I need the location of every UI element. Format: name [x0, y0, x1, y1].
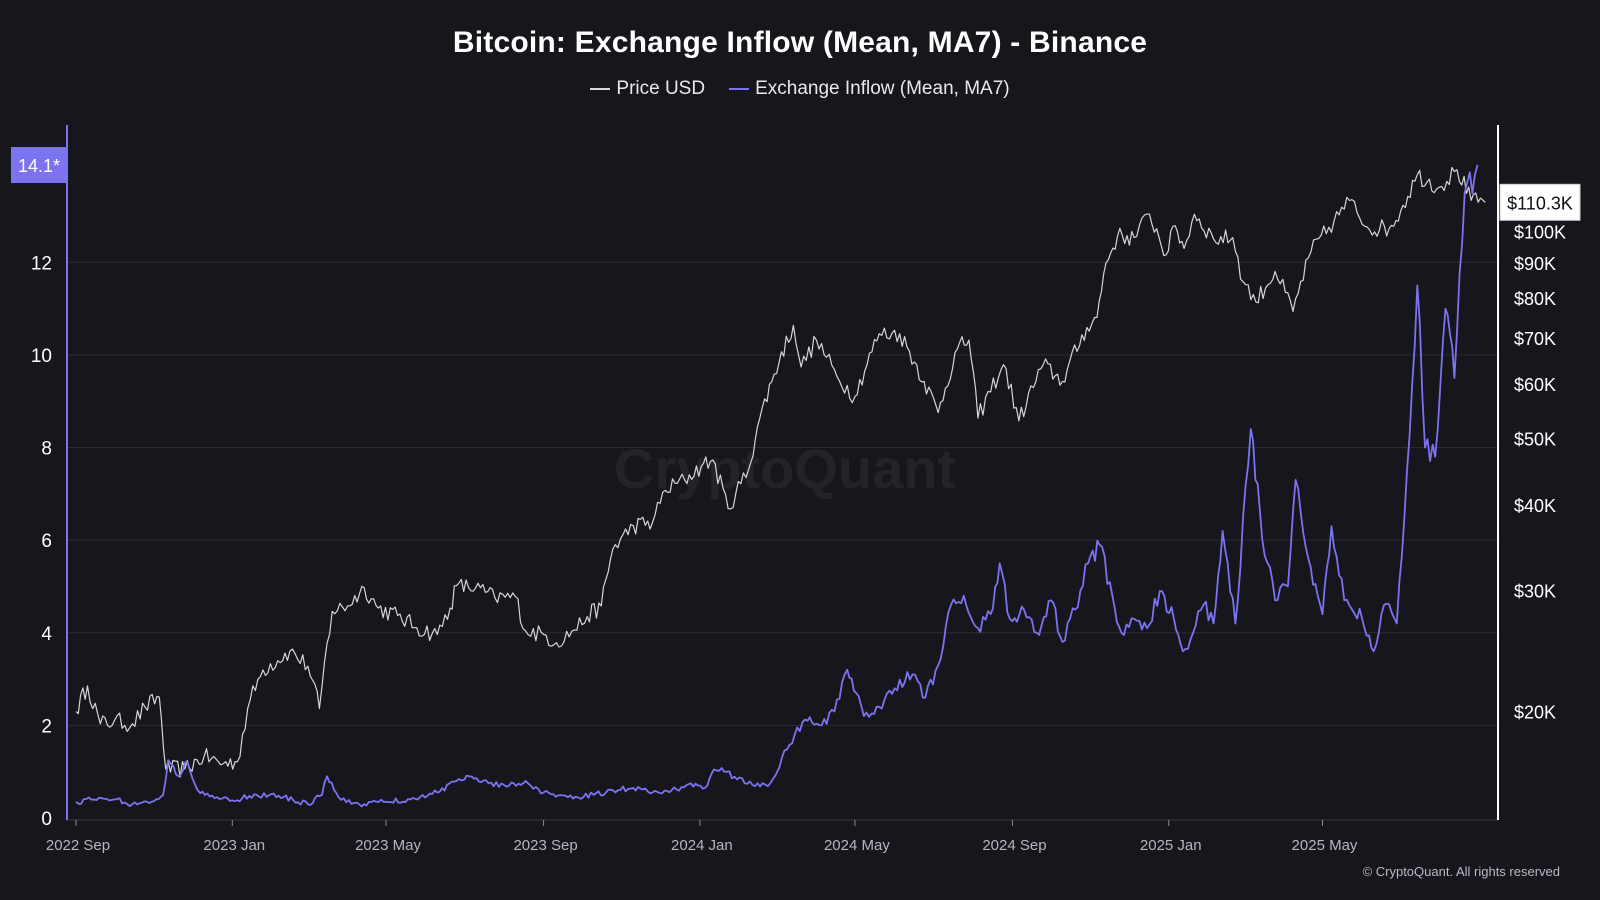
chart-title: Bitcoin: Exchange Inflow (Mean, MA7) - B…	[452, 26, 1148, 59]
y-right-tick-label: $70K	[1514, 329, 1556, 349]
y-left-current-label: 14.1*	[18, 156, 60, 176]
badge-layer: 14.1* $110.3K	[11, 147, 1581, 221]
x-tick-label: 2024 Jan	[671, 837, 733, 854]
y-left-tick-label: 8	[41, 439, 52, 460]
x-tick-label: 2022 Sep	[46, 837, 110, 854]
x-tick-label: 2025 Jan	[1140, 837, 1202, 854]
y-right-tick-label: $60K	[1514, 375, 1556, 395]
copyright-notice: © CryptoQuant. All rights reserved	[1362, 864, 1560, 879]
y-left-tick-label: 12	[31, 253, 52, 274]
series-line-inflow[interactable]	[75, 164, 1479, 808]
x-tick-label: 2024 May	[824, 837, 890, 854]
y-right-tick-label: $30K	[1514, 582, 1556, 602]
legend-item-inflow[interactable]: Exchange Inflow (Mean, MA7)	[729, 78, 1010, 100]
legend-swatch-price	[590, 88, 611, 90]
x-tick-label: 2023 May	[355, 837, 421, 854]
y-right-tick-label: $40K	[1514, 496, 1556, 516]
legend-item-price[interactable]: Price USD	[590, 78, 705, 100]
y-left-tick-label: 10	[31, 346, 52, 367]
y-left-tick-label: 4	[41, 624, 52, 645]
x-tick-label: 2023 Jan	[203, 837, 265, 854]
x-tick-label: 2024 Sep	[982, 837, 1046, 854]
y-right-tick-label: $20K	[1514, 703, 1556, 723]
legend-label-price: Price USD	[616, 78, 706, 99]
y-right-current-badge	[1499, 183, 1581, 221]
y-left-tick-label: 2	[41, 716, 52, 737]
series-layer	[75, 164, 1486, 808]
y-right-tick-label: $90K	[1514, 254, 1556, 274]
legend-swatch-inflow	[729, 88, 750, 90]
y-left-tick-label: 0	[41, 809, 52, 830]
y-right-current-label: $110.3K	[1507, 193, 1573, 213]
axes-layer: 0 2 4 6 8 10 12 2022 Sep 2023 Jan 2023 May 2023 Se…	[31, 125, 1566, 854]
y-right-tick-label: $50K	[1514, 429, 1556, 449]
grid-layer	[67, 261, 1498, 726]
y-left-tick-label: 6	[41, 531, 52, 552]
legend: Price USD Exchange Inflow (Mean, MA7)	[0, 78, 1600, 100]
y-right-tick-label: $80K	[1514, 289, 1556, 309]
x-tick-label: 2025 May	[1292, 837, 1358, 854]
y-right-tick-label: $100K	[1514, 223, 1566, 243]
series-line-price[interactable]	[75, 166, 1486, 778]
y-left-current-badge	[11, 147, 67, 183]
x-tick-label: 2023 Sep	[513, 837, 577, 854]
legend-label-inflow: Exchange Inflow (Mean, MA7)	[755, 78, 1010, 99]
